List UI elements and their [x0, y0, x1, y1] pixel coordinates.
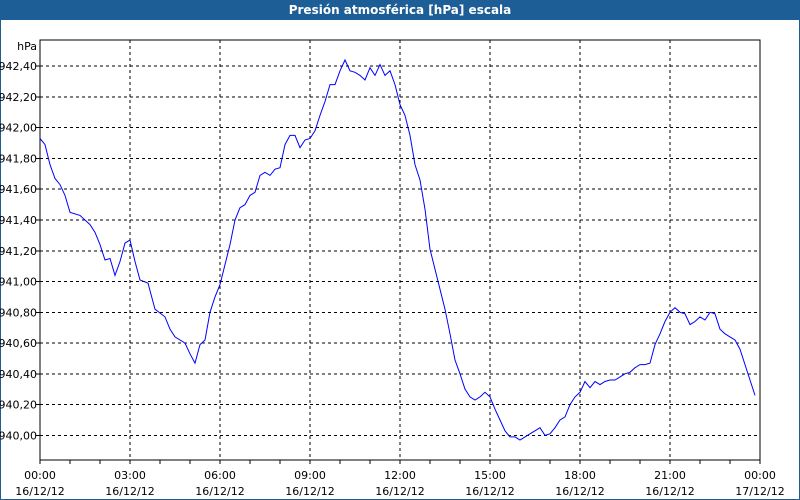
x-tick-label-date: 16/12/12	[285, 485, 334, 498]
y-tick-label: 940,20	[0, 399, 37, 412]
y-tick-label: 942,00	[0, 122, 37, 135]
y-tick-label: 941,40	[0, 214, 37, 227]
grid	[40, 40, 760, 460]
plot-border	[39, 39, 761, 461]
y-tick-label: 940,00	[0, 429, 37, 442]
y-tick-label: 941,80	[0, 152, 37, 165]
pressure-series-line	[39, 58, 756, 441]
x-tick-label-time: 06:00	[204, 469, 236, 482]
x-tick-label-date: 17/12/12	[735, 485, 784, 498]
x-tick-label-date: 16/12/12	[195, 485, 244, 498]
y-tick-label: 940,60	[0, 337, 37, 350]
x-tick-label-time: 00:00	[744, 469, 776, 482]
x-tick-label-time: 12:00	[384, 469, 416, 482]
x-tick-label-date: 16/12/12	[555, 485, 604, 498]
y-tick-label: 941,20	[0, 245, 37, 258]
y-tick-label: 942,40	[0, 60, 37, 73]
y-tick-label: 940,40	[0, 368, 37, 381]
x-tick-label-time: 15:00	[474, 469, 506, 482]
y-axis-unit: hPa	[17, 40, 37, 53]
x-tick-label-time: 21:00	[654, 469, 686, 482]
axes: 942,40 942,20 942,00 941,80 941,60 941,40 941,…	[0, 39, 785, 498]
x-tick-label-date: 16/12/12	[105, 485, 154, 498]
x-tick-label-date: 16/12/12	[645, 485, 694, 498]
y-tick-label: 941,00	[0, 276, 37, 289]
chart-title: Presión atmosférica [hPa] escala	[0, 0, 800, 20]
y-tick-label: 940,80	[0, 306, 37, 319]
x-tick-label-time: 09:00	[294, 469, 326, 482]
x-tick-label-time: 18:00	[564, 469, 596, 482]
x-tick-label-date: 16/12/12	[465, 485, 514, 498]
x-tick-label-time: 03:00	[114, 469, 146, 482]
x-tick-label-time: 00:00	[24, 469, 56, 482]
x-tick-label-date: 16/12/12	[375, 485, 424, 498]
x-tick-label-date: 16/12/12	[15, 485, 64, 498]
y-tick-label: 942,20	[0, 91, 37, 104]
y-tick-label: 941,60	[0, 183, 37, 196]
plot-area	[39, 58, 756, 441]
